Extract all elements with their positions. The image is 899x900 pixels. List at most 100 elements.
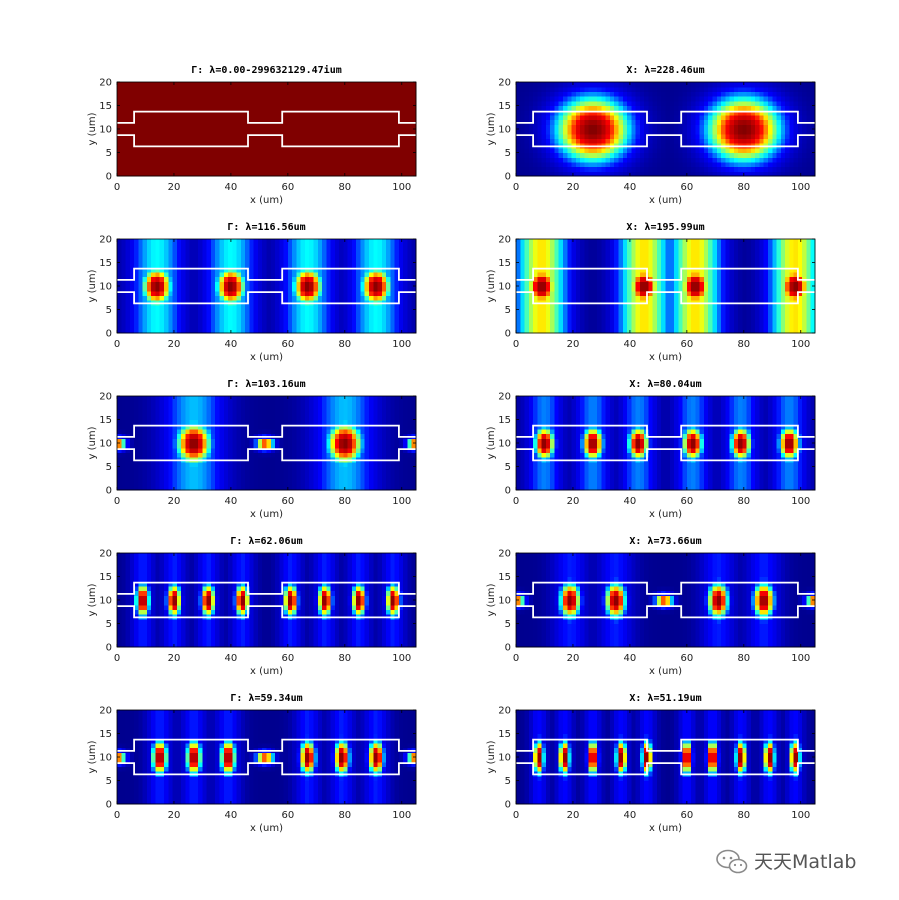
heatmap-cell (755, 304, 761, 311)
heatmap-cell (806, 82, 812, 88)
heatmap-cell (797, 124, 803, 130)
heatmap-cell (571, 171, 577, 177)
heatmap-cell (202, 161, 208, 168)
heatmap-cell (245, 281, 251, 287)
heatmap-cell (215, 243, 221, 249)
heatmap-cell (703, 171, 709, 177)
heatmap-cell (797, 314, 803, 320)
heatmap-cell (270, 300, 276, 306)
heatmap-cell (699, 119, 705, 125)
heatmap-cell (129, 271, 135, 278)
heatmap-cell (703, 295, 709, 301)
heatmap-cell (292, 262, 297, 268)
heatmap-cell (159, 138, 165, 144)
heatmap-cell (125, 248, 131, 254)
heatmap-cell (326, 100, 332, 107)
heatmap-cell (669, 290, 675, 296)
heatmap-cell (334, 110, 340, 116)
heatmap-cell (351, 276, 357, 282)
heatmap-cell (609, 147, 615, 154)
heatmap-cell (198, 286, 204, 292)
heatmap-cell (219, 248, 225, 254)
heatmap-cell (326, 318, 332, 325)
heatmap-cell (351, 239, 357, 245)
heatmap-cell (550, 82, 556, 88)
heatmap-cell (198, 152, 204, 158)
heatmap-cell (669, 82, 675, 88)
heatmap-cell (155, 328, 161, 334)
heatmap-cell (228, 281, 233, 287)
heatmap-cell (567, 124, 573, 130)
heatmap-cell (537, 309, 543, 315)
heatmap-cell (232, 286, 238, 292)
heatmap-cell (562, 86, 568, 92)
heatmap-cell (733, 110, 739, 116)
heatmap-cell (309, 105, 315, 111)
heatmap-cell (631, 129, 637, 135)
heatmap-cell (789, 100, 795, 107)
heatmap-cell (223, 166, 229, 172)
heatmap-cell (545, 82, 551, 88)
heatmap-cell (669, 152, 675, 158)
heatmap-cell (394, 253, 400, 259)
heatmap-cell (296, 91, 302, 97)
heatmap-cell (232, 124, 238, 130)
heatmap-cell (733, 114, 739, 121)
heatmap-cell (386, 82, 391, 88)
heatmap-cell (202, 257, 208, 264)
heatmap-cell (300, 124, 306, 130)
heatmap-cell (360, 86, 366, 92)
heatmap-cell (219, 253, 225, 259)
heatmap-cell (198, 138, 204, 144)
heatmap-cell (176, 257, 182, 264)
heatmap-cell (575, 114, 581, 121)
heatmap-cell (309, 138, 315, 144)
heatmap-cell (686, 152, 692, 158)
heatmap-cell (411, 147, 417, 154)
heatmap-cell (121, 86, 127, 92)
heatmap-cell (142, 110, 148, 116)
heatmap-cell (403, 138, 409, 144)
heatmap-cell (223, 133, 229, 139)
heatmap-cell (172, 86, 178, 92)
heatmap-cell (142, 262, 148, 268)
heatmap-cell (755, 171, 761, 177)
heatmap-cell (125, 152, 131, 158)
heatmap-cell (185, 243, 191, 249)
heatmap-cell (296, 267, 302, 273)
heatmap-cell (155, 124, 161, 130)
heatmap-cell (232, 119, 238, 125)
heatmap-cell (411, 295, 417, 301)
heatmap-cell (554, 295, 560, 301)
heatmap-cell (309, 100, 315, 107)
heatmap-cell (398, 152, 404, 158)
heatmap-cell (360, 96, 366, 102)
heatmap-cell (580, 86, 585, 92)
heatmap-cell (185, 262, 191, 268)
heatmap-cell (172, 100, 178, 107)
heatmap-cell (313, 110, 319, 116)
heatmap-cell (369, 100, 374, 107)
heatmap-cell (287, 262, 293, 268)
heatmap-cell (550, 105, 556, 111)
heatmap-cell (403, 248, 409, 254)
heatmap-cell (360, 271, 366, 278)
heatmap-cell (181, 295, 186, 301)
heatmap-cell (524, 157, 530, 163)
heatmap-cell (533, 314, 538, 320)
heatmap-cell (304, 281, 310, 287)
heatmap-cell (584, 129, 590, 135)
heatmap-cell (275, 248, 280, 254)
heatmap-cell (678, 286, 684, 292)
heatmap-cell (729, 91, 735, 97)
heatmap-cell (198, 82, 204, 88)
heatmap-cell (240, 239, 246, 245)
heatmap-cell (210, 161, 216, 168)
heatmap-cell (253, 295, 259, 301)
heatmap-cell (206, 161, 212, 168)
heatmap-cell (223, 253, 229, 259)
heatmap-cell (326, 138, 332, 144)
heatmap-cell (300, 262, 306, 268)
heatmap-cell (729, 114, 735, 121)
heatmap-cell (580, 147, 585, 154)
